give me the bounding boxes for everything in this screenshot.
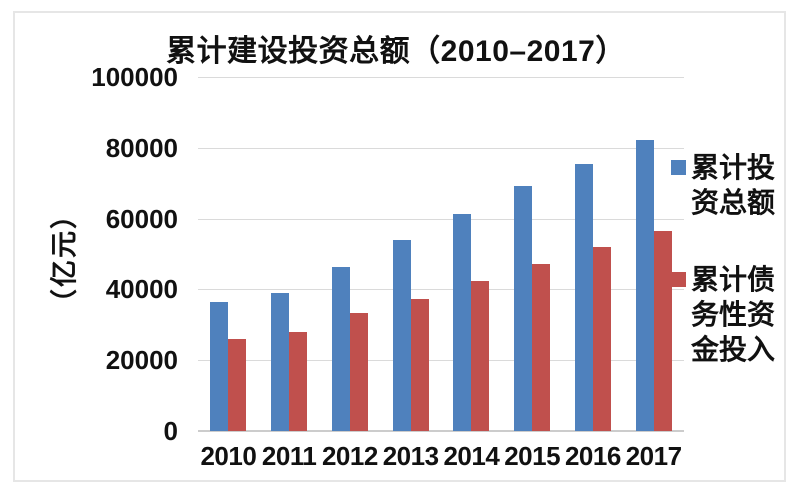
x-tick-label: 2011 <box>261 441 317 471</box>
x-axis-line <box>198 430 684 432</box>
bar-series1-2014 <box>453 213 472 431</box>
gridline <box>198 289 684 291</box>
plot-area <box>198 77 684 432</box>
y-tick-label: 20000 <box>105 345 178 376</box>
bar-group-2013 <box>380 77 441 431</box>
chart-title: 累计建设投资总额（2010–2017） <box>166 35 626 68</box>
bar-series2-2012 <box>349 312 368 431</box>
bar-series2-2013 <box>410 298 429 431</box>
bar-series2-2016 <box>592 246 611 431</box>
legend-item-series1: 累计投资总额 <box>671 150 796 220</box>
x-tick-label: 2010 <box>200 441 257 471</box>
bar-group-2016 <box>563 77 624 431</box>
gridline <box>198 147 684 149</box>
bar-series1-2010 <box>210 302 229 431</box>
bar-series1-2012 <box>331 267 350 431</box>
x-tick-label: 2014 <box>443 441 500 471</box>
y-tick-label: 100000 <box>91 62 178 92</box>
x-axis-ticks: 2010 2011 2012 2013 2014 2015 2016 2017 <box>198 441 684 472</box>
y-axis-ticks: 0 20000 40000 60000 80000 100000 <box>0 64 186 444</box>
x-tick-label: 2017 <box>625 441 682 471</box>
bar-series2-2017 <box>653 231 672 431</box>
gridline <box>198 77 684 78</box>
bar-group-2014 <box>441 77 502 431</box>
bar-series2-2010 <box>228 338 247 431</box>
bar-series1-2013 <box>392 239 411 431</box>
y-tick-label: 80000 <box>105 132 178 163</box>
x-tick-label: 2012 <box>321 441 378 471</box>
bar-series1-2017 <box>635 139 654 431</box>
y-tick-label: 40000 <box>105 274 178 305</box>
x-tick-label: 2013 <box>382 441 439 471</box>
legend-label: 累计投资总额 <box>691 152 776 218</box>
bar-group-2017 <box>623 77 684 431</box>
gridline <box>198 218 684 220</box>
bar-series2-2014 <box>471 281 490 431</box>
gridlines <box>198 77 684 432</box>
bar-series2-2011 <box>289 331 308 431</box>
bar-series1-2015 <box>514 186 533 431</box>
bar-group-2011 <box>259 77 320 431</box>
gridline <box>198 360 684 362</box>
bar-series2-2015 <box>532 263 551 431</box>
bar-group-2010 <box>198 77 259 431</box>
bar-groups <box>198 77 684 431</box>
bar-series1-2011 <box>271 293 290 431</box>
legend-label: 累计债务性资金投入 <box>691 264 776 365</box>
legend-item-series2: 累计债务性资金投入 <box>671 262 796 367</box>
x-tick-label: 2015 <box>504 441 561 471</box>
legend: 累计投资总额累计债务性资金投入 <box>671 150 796 409</box>
bar-group-2012 <box>320 77 381 431</box>
x-tick-label: 2016 <box>564 441 621 471</box>
bar-series1-2016 <box>574 163 593 431</box>
bar-group-2015 <box>502 77 563 431</box>
legend-swatch-icon <box>671 160 686 175</box>
y-tick-label: 0 <box>163 416 178 446</box>
legend-swatch-icon <box>671 272 686 287</box>
y-tick-label: 60000 <box>105 203 178 234</box>
